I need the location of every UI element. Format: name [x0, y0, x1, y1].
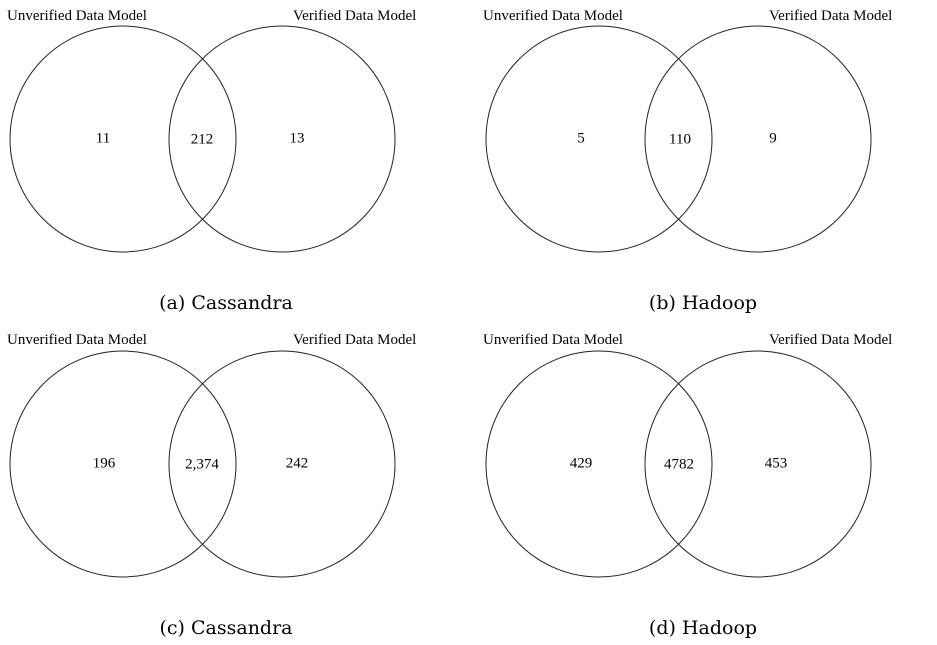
intersection-count: 212 — [190, 131, 214, 148]
venn-panel-a: Unverified Data Model Verified Data Mode… — [0, 0, 468, 320]
unverified-set-circle — [9, 25, 237, 253]
venn-diagram-a — [9, 25, 396, 253]
left-only-count: 11 — [95, 130, 111, 147]
venn-panel-b: Unverified Data Model Verified Data Mode… — [476, 0, 937, 320]
verified-set-label: Verified Data Model — [293, 332, 417, 348]
unverified-set-circle — [9, 350, 237, 578]
venn-panel-c: Unverified Data Model Verified Data Mode… — [0, 325, 468, 645]
right-only-count: 9 — [769, 130, 777, 147]
venn-diagram-d — [485, 350, 872, 578]
intersection-count: 4782 — [664, 456, 694, 473]
unverified-set-label: Unverified Data Model — [483, 8, 623, 24]
unverified-set-circle — [485, 25, 713, 253]
venn-diagram-b — [485, 25, 872, 253]
panel-caption: (c) Cassandra — [159, 617, 293, 639]
right-only-count: 242 — [285, 455, 309, 472]
verified-set-label: Verified Data Model — [293, 8, 417, 24]
left-only-count: 196 — [92, 455, 116, 472]
left-only-count: 429 — [569, 455, 593, 472]
panel-caption: (d) Hadoop — [648, 617, 758, 639]
verified-set-circle — [168, 350, 396, 578]
verified-set-circle — [168, 25, 396, 253]
right-only-count: 453 — [764, 455, 788, 472]
verified-set-circle — [644, 25, 872, 253]
unverified-set-circle — [485, 350, 713, 578]
verified-set-circle — [644, 350, 872, 578]
intersection-count: 110 — [669, 131, 691, 148]
verified-set-label: Verified Data Model — [769, 332, 893, 348]
right-only-count: 13 — [289, 130, 305, 147]
venn-diagram-c — [9, 350, 396, 578]
unverified-set-label: Unverified Data Model — [7, 332, 147, 348]
venn-panel-d: Unverified Data Model Verified Data Mode… — [476, 325, 937, 645]
unverified-set-label: Unverified Data Model — [483, 332, 623, 348]
panel-caption: (a) Cassandra — [159, 292, 293, 314]
verified-set-label: Verified Data Model — [769, 8, 893, 24]
panel-caption: (b) Hadoop — [648, 292, 758, 314]
left-only-count: 5 — [577, 130, 585, 147]
intersection-count: 2,374 — [185, 456, 219, 473]
unverified-set-label: Unverified Data Model — [7, 8, 147, 24]
